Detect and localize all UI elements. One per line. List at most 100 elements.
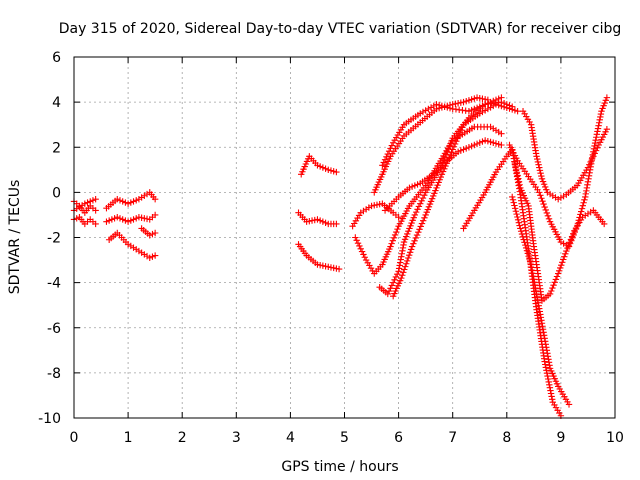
- data-point: [541, 203, 548, 211]
- series-arc-a: [70, 198, 99, 216]
- data-point: [574, 220, 582, 227]
- series-arc-v: [519, 107, 611, 203]
- data-point: [506, 102, 513, 109]
- data-point: [539, 197, 546, 205]
- data-point: [392, 273, 400, 281]
- data-point: [513, 169, 521, 176]
- x-tick-label: 8: [502, 430, 511, 446]
- data-point: [404, 254, 412, 262]
- data-point: [560, 256, 567, 263]
- data-point: [430, 192, 437, 200]
- data-point: [593, 131, 601, 138]
- data-point: [536, 189, 543, 196]
- data-point: [357, 245, 364, 252]
- data-point: [406, 249, 414, 256]
- data-point: [441, 153, 449, 161]
- data-point: [460, 146, 467, 153]
- data-point: [394, 225, 401, 233]
- data-point: [387, 285, 394, 292]
- data-point: [465, 107, 473, 115]
- data-point: [446, 143, 453, 150]
- y-tick-label: 2: [52, 140, 61, 156]
- data-point: [444, 102, 451, 110]
- data-point: [578, 205, 586, 212]
- data-point: [597, 113, 604, 121]
- series-arc-i: [295, 209, 340, 228]
- data-point: [515, 178, 523, 185]
- series-arc-o: [379, 94, 505, 169]
- data-point: [439, 168, 447, 175]
- data-point: [400, 238, 408, 246]
- data-point: [538, 175, 546, 183]
- data-point: [566, 240, 574, 247]
- data-point: [537, 192, 544, 199]
- data-point: [471, 141, 478, 149]
- data-point: [595, 122, 602, 129]
- data-point: [524, 250, 532, 257]
- data-point: [544, 375, 552, 383]
- data-point: [376, 201, 383, 208]
- data-point: [151, 229, 159, 237]
- data-point: [422, 211, 429, 219]
- data-point: [577, 211, 584, 218]
- data-point: [552, 276, 560, 283]
- y-tick-label: -4: [47, 276, 61, 292]
- data-point: [601, 99, 608, 107]
- series-arc-d: [103, 189, 159, 212]
- data-point: [514, 172, 521, 179]
- data-point: [407, 222, 414, 229]
- data-point: [573, 223, 581, 230]
- data-point: [411, 211, 419, 219]
- data-point: [514, 213, 521, 221]
- data-point: [603, 126, 611, 133]
- data-point: [360, 251, 367, 258]
- data-point: [385, 287, 393, 295]
- data-point: [319, 262, 327, 269]
- data-point: [537, 169, 544, 177]
- data-point: [514, 216, 522, 224]
- data-point: [570, 231, 577, 239]
- data-point: [527, 258, 534, 265]
- data-point: [521, 239, 528, 246]
- series-arc-u: [511, 159, 608, 304]
- data-point: [563, 241, 570, 249]
- data-point: [316, 217, 324, 224]
- data-point: [333, 168, 340, 176]
- data-point: [427, 104, 435, 111]
- data-point: [388, 240, 395, 247]
- series-arc-k: [349, 200, 402, 230]
- data-point: [512, 208, 520, 215]
- data-point: [516, 222, 523, 229]
- data-point: [473, 94, 481, 101]
- data-point: [151, 211, 159, 219]
- data-point: [547, 390, 555, 397]
- data-point: [511, 202, 518, 209]
- data-point: [513, 210, 520, 218]
- data-point: [481, 107, 489, 114]
- data-point: [401, 236, 409, 243]
- data-point: [468, 106, 475, 114]
- series-arc-e: [103, 211, 159, 225]
- data-point: [554, 195, 562, 203]
- data-point: [513, 166, 520, 173]
- data-point: [511, 107, 519, 114]
- data-point: [127, 199, 135, 206]
- data-point: [389, 237, 397, 244]
- data-point: [356, 242, 363, 250]
- data-point: [405, 227, 412, 235]
- data-point: [545, 215, 553, 222]
- data-point: [424, 206, 432, 213]
- series-arc-q: [371, 94, 492, 196]
- data-point: [571, 228, 579, 236]
- series-arc-t: [509, 193, 573, 408]
- data-point: [498, 94, 505, 101]
- data-point: [415, 228, 422, 236]
- data-point: [404, 230, 411, 238]
- data-point: [408, 243, 416, 250]
- data-point: [568, 237, 575, 244]
- data-point: [116, 197, 124, 204]
- data-point: [410, 240, 417, 247]
- y-tick-label: -6: [47, 321, 61, 337]
- series-arc-f: [105, 229, 159, 262]
